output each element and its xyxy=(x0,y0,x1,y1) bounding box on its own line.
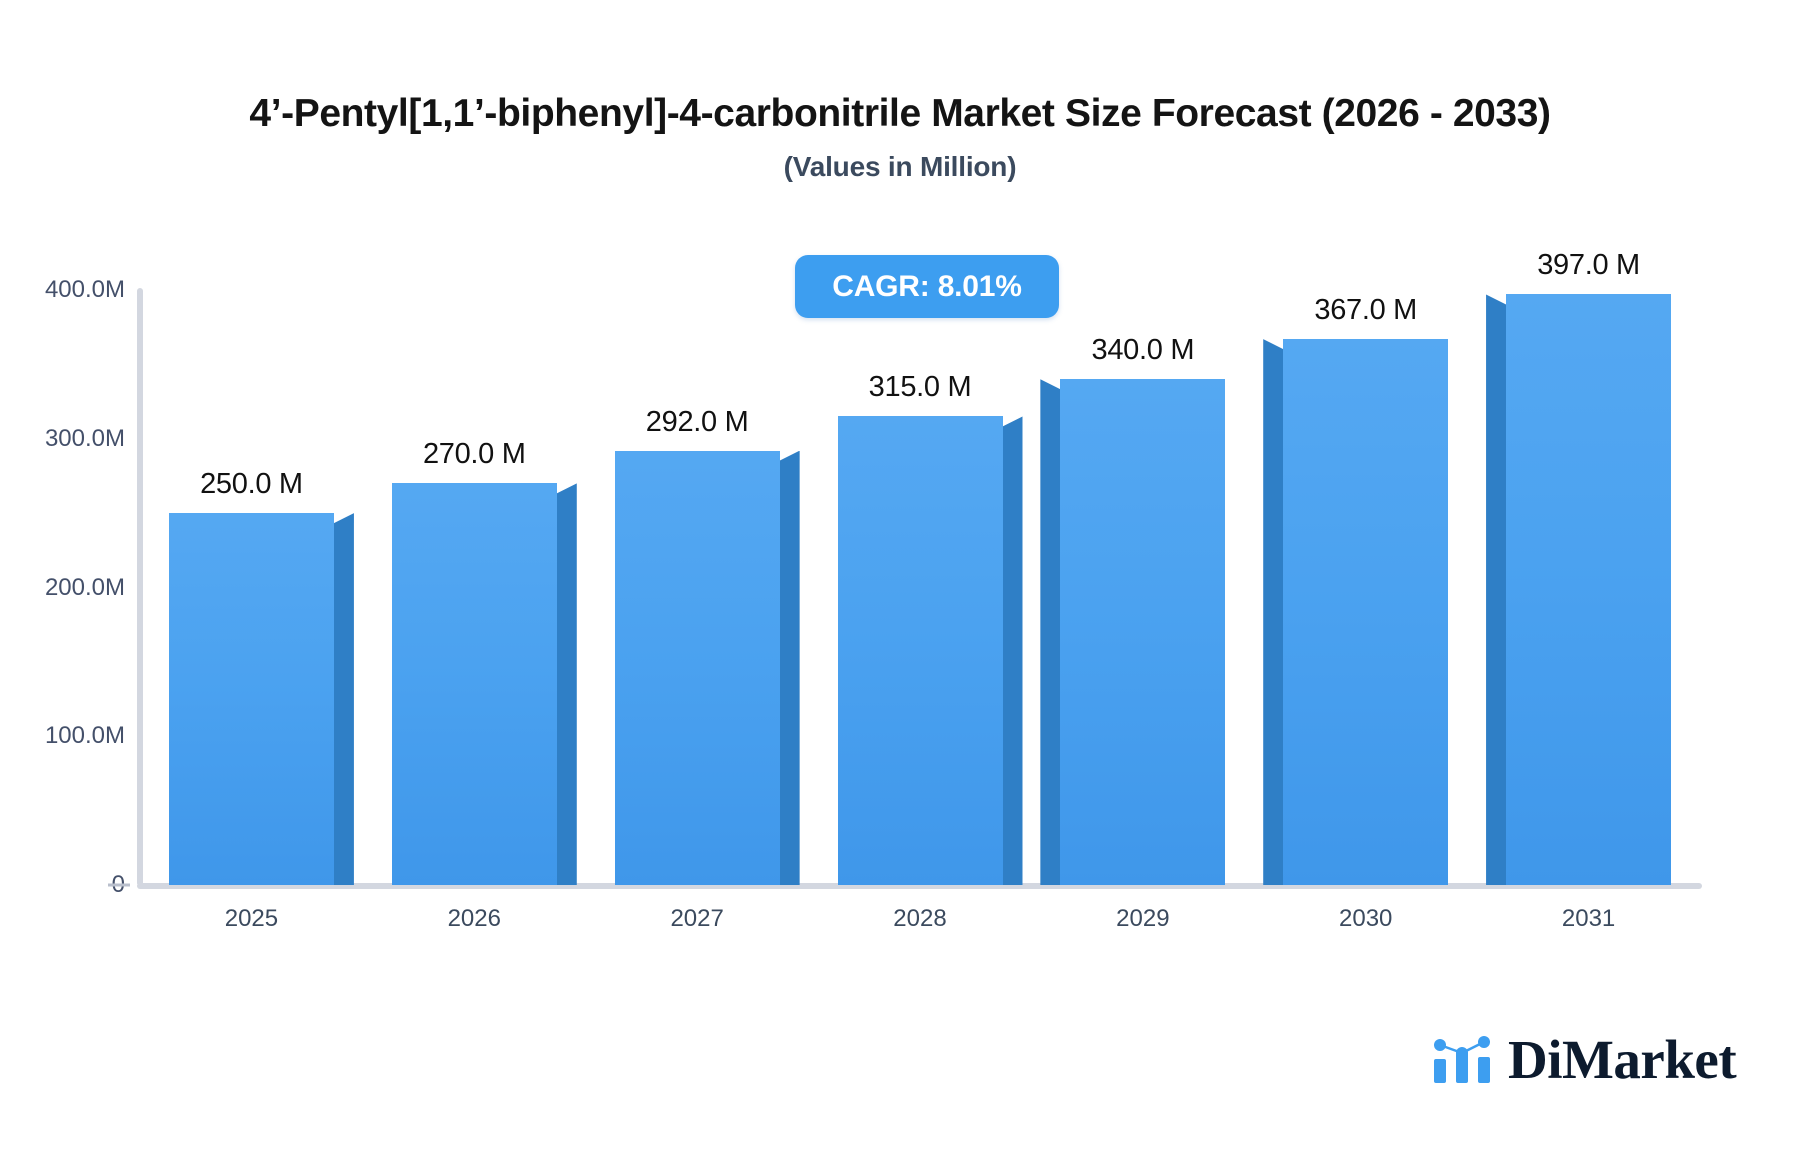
y-tick-label: 200.0M xyxy=(44,573,125,601)
bar-front-face xyxy=(1060,379,1226,885)
bar-2031: 397.0 M xyxy=(1486,249,1672,885)
bar-value-label: 292.0 M xyxy=(645,405,749,438)
bar-value-label: 270.0 M xyxy=(422,438,526,471)
bar-chart-icon xyxy=(1434,1035,1490,1083)
x-tick-label: 2027 xyxy=(670,905,724,932)
bar-front-face xyxy=(168,513,334,885)
x-tick-label: 2030 xyxy=(1339,905,1393,932)
bar-2027: 292.0 M xyxy=(614,406,800,885)
x-tick-label: 2031 xyxy=(1561,905,1616,932)
bar-2030: 367.0 M xyxy=(1263,294,1449,885)
y-tick-label: 100.0M xyxy=(44,722,125,750)
chart-subtitle: (Values in Million) xyxy=(783,150,1017,182)
bar-side-face xyxy=(1040,379,1061,885)
bar-2025: 250.0 M xyxy=(168,468,354,885)
bar-front-face xyxy=(391,483,557,885)
bar-front-face xyxy=(614,450,780,885)
bar-front-face xyxy=(1506,294,1672,885)
bar-value-label: 367.0 M xyxy=(1314,294,1418,327)
brand-logo-text: DiMarket xyxy=(1508,1029,1737,1090)
y-axis-zero-tick-mark xyxy=(108,883,130,887)
brand-logo: DiMarket xyxy=(1432,1029,1737,1090)
bar-value-label: 250.0 M xyxy=(200,468,303,501)
chart-title: 4’-Pentyl[1,1’-biphenyl]-4-carbonitrile … xyxy=(249,92,1551,135)
x-tick-label: 2029 xyxy=(1116,905,1170,932)
y-axis-line xyxy=(137,288,143,886)
bar-value-label: 315.0 M xyxy=(868,371,972,404)
y-tick-label: 300.0M xyxy=(44,424,125,452)
cagr-badge-label: CAGR: 8.01% xyxy=(832,269,1022,303)
bar-2026: 270.0 M xyxy=(391,438,577,885)
bar-side-face xyxy=(1002,416,1023,885)
bar-value-label: 340.0 M xyxy=(1091,334,1195,367)
x-axis-line xyxy=(137,883,1702,889)
bar-front-face xyxy=(837,416,1003,885)
bar-2028: 315.0 M xyxy=(837,371,1023,885)
y-tick-label: 400.0M xyxy=(44,276,125,303)
x-tick-label: 2028 xyxy=(893,905,947,932)
bar-front-face xyxy=(1283,339,1449,885)
x-tick-label: 2025 xyxy=(224,905,279,932)
cagr-badge: CAGR: 8.01% xyxy=(795,255,1059,318)
bar-side-face xyxy=(1486,294,1507,885)
bar-side-face xyxy=(1263,339,1284,885)
x-tick-label: 2026 xyxy=(447,905,501,932)
bar-side-face xyxy=(556,483,577,885)
bar-2029: 340.0 M xyxy=(1040,334,1226,885)
bar-side-face xyxy=(779,450,800,885)
bar-side-face xyxy=(333,513,354,885)
chart-header: 4’-Pentyl[1,1’-biphenyl]-4-carbonitrile … xyxy=(0,92,1800,183)
bar-value-label: 397.0 M xyxy=(1537,249,1640,282)
